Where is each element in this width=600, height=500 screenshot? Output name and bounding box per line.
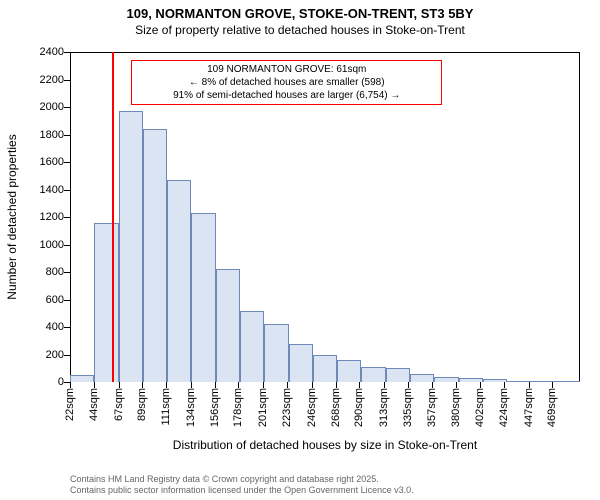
histogram-bar <box>337 360 361 382</box>
histogram-bar <box>289 344 313 383</box>
histogram-bar <box>70 375 94 382</box>
y-tick-label: 1600 <box>40 156 70 168</box>
x-tick-label: 22sqm <box>64 382 76 421</box>
histogram-bar <box>410 374 434 382</box>
x-tick-label: 469sqm <box>546 382 558 427</box>
histogram-bar <box>167 180 191 382</box>
x-tick-label: 201sqm <box>257 382 269 427</box>
annotation-line: ← 8% of detached houses are smaller (598… <box>136 76 437 89</box>
x-axis-label: Distribution of detached houses by size … <box>70 438 580 452</box>
histogram-bar <box>119 111 143 382</box>
axis-frame-top <box>70 52 580 53</box>
y-tick-label: 2200 <box>40 74 70 86</box>
y-tick-label: 600 <box>46 294 70 306</box>
histogram-bar <box>143 129 167 382</box>
x-tick-label: 268sqm <box>330 382 342 427</box>
y-axis-label: Number of detached properties <box>5 134 19 299</box>
y-tick-label: 400 <box>46 321 70 333</box>
y-tick-label: 1000 <box>40 239 70 251</box>
annotation-box: 109 NORMANTON GROVE: 61sqm← 8% of detach… <box>131 60 442 105</box>
x-tick-label: 447sqm <box>523 382 535 427</box>
y-tick-label: 1400 <box>40 184 70 196</box>
x-tick-label: 246sqm <box>306 382 318 427</box>
x-tick-label: 380sqm <box>450 382 462 427</box>
chart-subtitle: Size of property relative to detached ho… <box>0 21 600 37</box>
axis-frame-right <box>579 52 580 382</box>
footer-text: Contains HM Land Registry data © Crown c… <box>70 474 414 496</box>
x-tick-label: 335sqm <box>402 382 414 427</box>
x-tick-label: 89sqm <box>136 382 148 421</box>
x-tick-label: 111sqm <box>160 382 172 426</box>
histogram-bar <box>313 355 337 383</box>
histogram-bar <box>386 368 410 382</box>
x-tick-label: 223sqm <box>281 382 293 427</box>
histogram-bar <box>264 324 288 382</box>
x-tick-label: 156sqm <box>209 382 221 427</box>
footer-line1: Contains HM Land Registry data © Crown c… <box>70 474 414 485</box>
x-tick-label: 67sqm <box>113 382 125 421</box>
annotation-line: 109 NORMANTON GROVE: 61sqm <box>136 63 437 76</box>
histogram-bar <box>240 311 264 383</box>
y-tick-label: 1200 <box>40 211 70 223</box>
x-tick-label: 313sqm <box>378 382 390 427</box>
histogram-bar <box>361 367 385 382</box>
histogram-bar <box>191 213 215 382</box>
footer-line2: Contains public sector information licen… <box>70 485 414 496</box>
x-tick-label: 134sqm <box>185 382 197 427</box>
marker-line <box>112 52 114 382</box>
chart-title: 109, NORMANTON GROVE, STOKE-ON-TRENT, ST… <box>0 0 600 21</box>
x-tick-label: 357sqm <box>426 382 438 427</box>
x-tick-label: 290sqm <box>353 382 365 427</box>
x-tick-label: 424sqm <box>498 382 510 427</box>
axis-frame-left <box>70 52 71 382</box>
histogram-bar <box>556 381 580 382</box>
histogram-bar <box>94 223 118 383</box>
histogram-bar <box>216 269 240 382</box>
y-tick-label: 800 <box>46 266 70 278</box>
x-tick-label: 178sqm <box>232 382 244 427</box>
annotation-line: 91% of semi-detached houses are larger (… <box>136 89 437 102</box>
y-tick-label: 2000 <box>40 101 70 113</box>
y-tick-label: 200 <box>46 349 70 361</box>
x-tick-label: 402sqm <box>474 382 486 427</box>
x-tick-label: 44sqm <box>88 382 100 421</box>
y-tick-label: 2400 <box>40 46 70 58</box>
y-tick-label: 1800 <box>40 129 70 141</box>
plot-area: 0200400600800100012001400160018002000220… <box>70 52 580 382</box>
chart-container: 109, NORMANTON GROVE, STOKE-ON-TRENT, ST… <box>0 0 600 500</box>
